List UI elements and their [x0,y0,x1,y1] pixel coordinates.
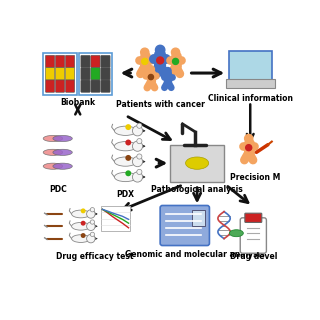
FancyBboxPatch shape [101,68,110,80]
FancyBboxPatch shape [45,68,55,80]
FancyBboxPatch shape [229,51,272,82]
Ellipse shape [115,172,137,182]
Circle shape [246,145,252,151]
Circle shape [81,233,86,238]
Ellipse shape [53,149,72,156]
FancyBboxPatch shape [193,210,205,226]
Circle shape [90,208,94,212]
Ellipse shape [43,135,63,141]
FancyBboxPatch shape [78,53,112,95]
Text: Drug efficacy test: Drug efficacy test [56,252,133,261]
Circle shape [132,156,143,167]
Text: Biobank: Biobank [60,99,95,108]
Ellipse shape [186,157,209,169]
FancyBboxPatch shape [245,213,262,222]
FancyBboxPatch shape [43,53,77,95]
Circle shape [156,45,165,55]
Circle shape [132,141,143,151]
Circle shape [172,59,179,64]
Ellipse shape [72,210,90,218]
Ellipse shape [72,222,90,230]
Text: Genomic and molecular analysis: Genomic and molecular analysis [125,250,265,259]
FancyBboxPatch shape [91,68,100,80]
Ellipse shape [43,163,63,169]
Circle shape [132,126,143,136]
Text: Precision M: Precision M [230,173,280,182]
Ellipse shape [115,126,137,135]
FancyBboxPatch shape [170,145,224,182]
Ellipse shape [53,163,72,169]
FancyBboxPatch shape [226,79,275,88]
FancyBboxPatch shape [240,218,267,253]
FancyBboxPatch shape [91,80,100,92]
FancyBboxPatch shape [81,55,90,68]
Circle shape [132,172,143,182]
FancyBboxPatch shape [66,55,75,68]
Circle shape [137,169,142,174]
FancyBboxPatch shape [55,55,65,68]
Bar [101,206,130,231]
Circle shape [81,221,86,226]
Circle shape [87,222,95,230]
FancyBboxPatch shape [66,68,75,80]
Ellipse shape [229,230,243,237]
Text: PDC: PDC [49,185,67,194]
Circle shape [148,75,154,80]
Circle shape [157,57,164,64]
FancyBboxPatch shape [81,68,90,80]
Circle shape [125,155,131,161]
FancyBboxPatch shape [55,80,65,92]
FancyBboxPatch shape [101,55,110,68]
Circle shape [137,154,142,159]
Circle shape [90,220,94,224]
Circle shape [244,134,253,143]
FancyBboxPatch shape [45,80,55,92]
Ellipse shape [115,157,137,166]
Circle shape [164,68,171,74]
Circle shape [125,170,131,176]
Text: PDX: PDX [116,190,134,199]
Text: Clinical information: Clinical information [208,94,293,103]
Circle shape [137,123,142,128]
FancyBboxPatch shape [81,80,90,92]
Circle shape [148,66,155,73]
Circle shape [142,59,148,64]
Circle shape [172,48,180,56]
Ellipse shape [115,141,137,151]
Text: Pathological analysis: Pathological analysis [151,185,243,194]
Circle shape [125,124,131,130]
Circle shape [165,76,170,80]
Circle shape [141,48,149,56]
FancyBboxPatch shape [101,80,110,92]
Ellipse shape [43,149,63,156]
Ellipse shape [72,235,90,243]
Circle shape [87,210,95,218]
FancyBboxPatch shape [160,205,209,245]
Circle shape [90,232,94,236]
Text: Drug devel: Drug devel [230,252,277,261]
Ellipse shape [53,135,72,141]
FancyBboxPatch shape [45,55,55,68]
Circle shape [87,234,95,243]
FancyBboxPatch shape [91,55,100,68]
Circle shape [81,208,86,213]
FancyBboxPatch shape [55,68,65,80]
Circle shape [125,140,131,146]
Text: Patients with cancer: Patients with cancer [116,100,204,109]
Circle shape [137,139,142,144]
FancyBboxPatch shape [66,80,75,92]
